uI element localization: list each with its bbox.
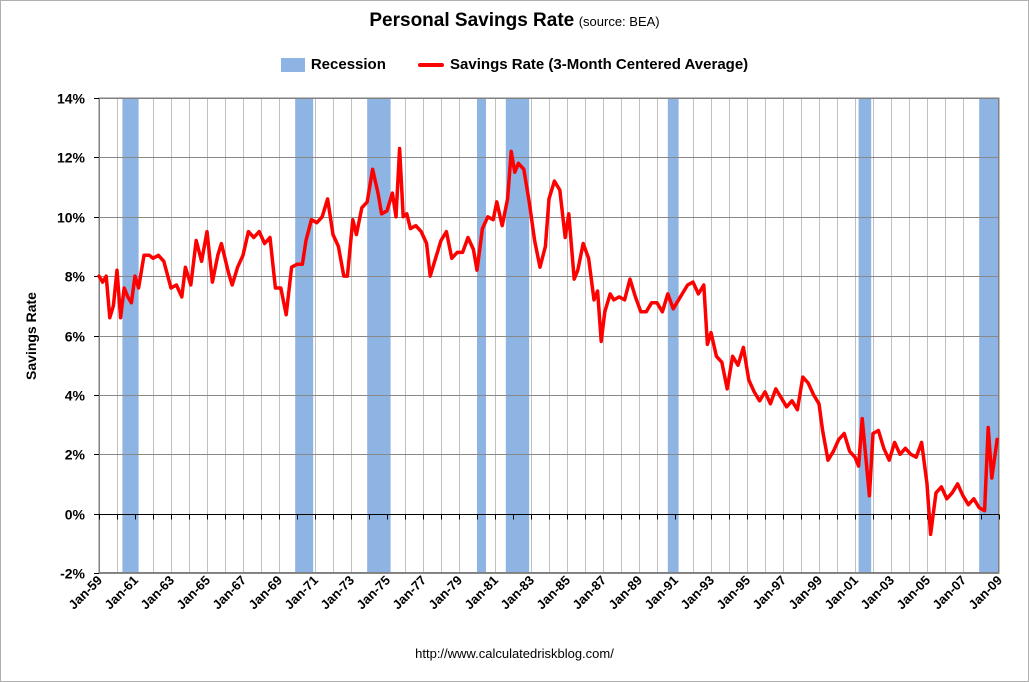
x-tick-label: Jan-61 <box>101 573 141 613</box>
chart-subtitle: (source: BEA) <box>578 14 660 29</box>
x-tick-label: Jan-75 <box>353 573 393 613</box>
chart-title-block: Personal Savings Rate (source: BEA) <box>0 10 1029 32</box>
x-tick-label: Jan-99 <box>785 573 825 613</box>
x-tick-label: Jan-97 <box>749 573 789 613</box>
x-tick-label: Jan-03 <box>857 573 897 613</box>
x-tick-label: Jan-93 <box>677 573 717 613</box>
x-tick-label: Jan-73 <box>317 573 357 613</box>
legend-label-recession: Recession <box>310 55 386 73</box>
y-tick-label: 2% <box>65 447 86 463</box>
plot-border <box>99 98 999 573</box>
x-tick-label: Jan-01 <box>821 573 861 613</box>
legend-item-recession: Recession <box>280 55 386 73</box>
legend: Recession Savings Rate (3-Month Centered… <box>0 55 1029 73</box>
recession-band <box>122 98 139 573</box>
x-tick-label: Jan-67 <box>209 573 249 613</box>
y-tick-label: 10% <box>57 210 86 226</box>
y-tick-label: 8% <box>65 269 86 285</box>
x-tick-label: Jan-09 <box>965 573 1005 613</box>
recession-band <box>858 98 872 573</box>
x-tick-label: Jan-81 <box>461 573 501 613</box>
source-url: http://www.calculatedriskblog.com/ <box>415 646 614 661</box>
x-tick-label: Jan-07 <box>929 573 969 613</box>
x-tick-label: Jan-85 <box>533 573 573 613</box>
legend-label-savings-rate: Savings Rate (3-Month Centered Average) <box>450 55 749 73</box>
y-tick-label: 6% <box>65 329 86 345</box>
x-tick-label: Jan-71 <box>281 573 321 613</box>
x-tick-label: Jan-69 <box>245 573 285 613</box>
x-tick-label: Jan-83 <box>497 573 537 613</box>
y-tick-label: -2% <box>60 566 85 582</box>
legend-swatch-recession <box>280 57 305 72</box>
y-tick-label: 14% <box>57 91 86 107</box>
x-tick-label: Jan-87 <box>569 573 609 613</box>
x-tick-label: Jan-65 <box>173 573 213 613</box>
x-tick-label: Jan-77 <box>389 573 429 613</box>
x-tick-label: Jan-79 <box>425 573 465 613</box>
recession-band <box>295 98 314 573</box>
x-tick-label: Jan-95 <box>713 573 753 613</box>
recession-band <box>367 98 391 573</box>
chart-title: Personal Savings Rate <box>369 10 575 31</box>
series-line-savings-rate <box>97 146 999 537</box>
x-tick-label: Jan-05 <box>893 573 933 613</box>
recession-band <box>477 98 486 573</box>
y-tick-label: 0% <box>65 507 86 523</box>
recession-band <box>667 98 679 573</box>
legend-item-savings-rate: Savings Rate (3-Month Centered Average) <box>418 56 748 73</box>
legend-swatch-savings-rate <box>418 62 445 67</box>
recession-band <box>979 98 999 573</box>
x-tick-label: Jan-91 <box>641 573 681 613</box>
y-tick-label: 12% <box>57 150 86 166</box>
x-tick-label: Jan-89 <box>605 573 645 613</box>
x-tick-label: Jan-63 <box>137 573 177 613</box>
y-tick-label: 4% <box>65 388 86 404</box>
